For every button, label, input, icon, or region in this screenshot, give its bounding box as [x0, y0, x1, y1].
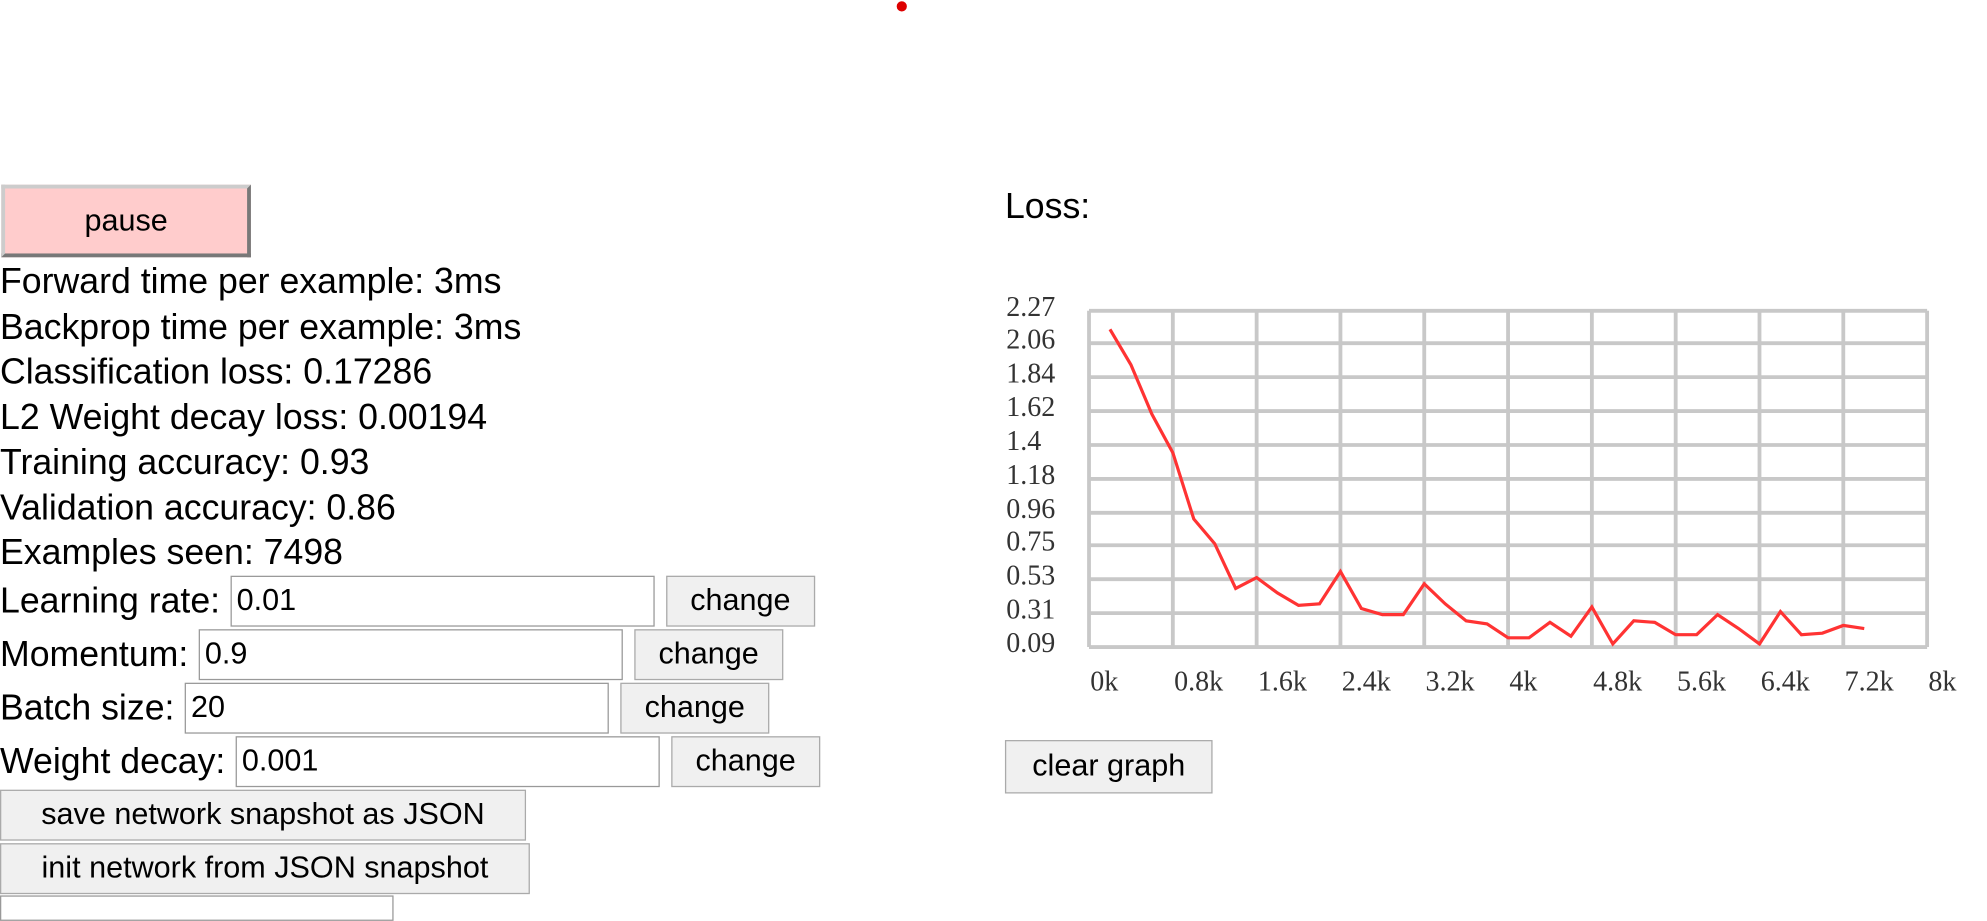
chart: 0.090.310.530.750.961.181.41.621.842.062…	[1006, 292, 1957, 697]
x-tick-label: 7.2k	[1845, 666, 1895, 697]
control-label: Batch size:	[0, 687, 175, 728]
init-button[interactable]: init network from JSON snapshot	[0, 843, 530, 895]
y-tick-label: 2.27	[1006, 292, 1055, 323]
control-row: Momentum: change	[0, 628, 820, 681]
stats: Forward time per example: 3ms Backprop ti…	[0, 259, 521, 576]
stat-line: Examples seen: 7498	[0, 532, 343, 572]
y-tick-label: 0.09	[1006, 628, 1055, 659]
stat-line: Forward time per example: 3ms	[0, 261, 502, 301]
controls: Learning rate:changeMomentum:changeBatch…	[0, 574, 821, 788]
save-button[interactable]: save network snapshot as JSON	[0, 789, 527, 841]
x-tick-label: 6.4k	[1761, 666, 1811, 697]
x-tick-label: 5.6k	[1677, 666, 1727, 697]
control-label: Momentum:	[0, 634, 189, 674]
stat-line: Validation accuracy: 0.86	[0, 487, 396, 527]
x-tick-label: 8k	[1928, 666, 1957, 697]
control-input[interactable]	[230, 575, 655, 627]
loss-line	[1108, 328, 1865, 647]
pause-button[interactable]: pause	[1, 184, 251, 258]
control-label: Weight decay:	[0, 741, 226, 781]
x-tick-label: 3.2k	[1426, 666, 1476, 697]
indicator-dot	[896, 1, 907, 12]
control-input[interactable]	[198, 629, 623, 681]
control-input[interactable]	[235, 736, 660, 788]
stat-line: Backprop time per example: 3ms	[0, 306, 522, 346]
control-row: Weight decay: change	[0, 735, 821, 788]
control-input[interactable]	[184, 682, 609, 734]
file-input[interactable]	[0, 895, 394, 921]
y-tick-label: 1.4	[1006, 426, 1041, 457]
change-button[interactable]: change	[671, 736, 821, 788]
y-tick-label: 0.75	[1006, 526, 1055, 557]
change-button[interactable]: change	[620, 682, 770, 734]
x-tick-label: 0.8k	[1174, 666, 1224, 697]
control-row: Batch size: change	[0, 681, 820, 734]
stat-line: L2 Weight decay loss: 0.00194	[0, 396, 488, 437]
stat-line: Training accuracy: 0.93	[0, 441, 370, 482]
clear-graph-button[interactable]: clear graph	[1004, 740, 1213, 794]
stat-line: Classification loss: 0.17286	[0, 351, 433, 392]
control-label: Learning rate:	[0, 580, 221, 621]
y-tick-label: 0.96	[1006, 494, 1055, 525]
x-tick-label: 0k	[1090, 666, 1119, 697]
x-tick-label: 1.6k	[1258, 666, 1308, 697]
control-row: Learning rate: change	[0, 574, 820, 627]
x-tick-label: 4.8k	[1593, 666, 1643, 697]
y-tick-label: 2.06	[1006, 324, 1055, 355]
y-tick-label: 0.31	[1006, 594, 1055, 625]
change-button[interactable]: change	[634, 629, 784, 681]
y-tick-label: 0.53	[1006, 560, 1055, 591]
y-tick-label: 1.18	[1006, 460, 1055, 491]
y-tick-label: 1.62	[1006, 392, 1055, 423]
change-button[interactable]: change	[665, 575, 815, 627]
chart-title: Loss:	[1004, 185, 1091, 226]
y-tick-label: 1.84	[1006, 358, 1055, 389]
x-tick-label: 4k	[1509, 666, 1538, 697]
x-tick-label: 2.4k	[1342, 666, 1392, 697]
